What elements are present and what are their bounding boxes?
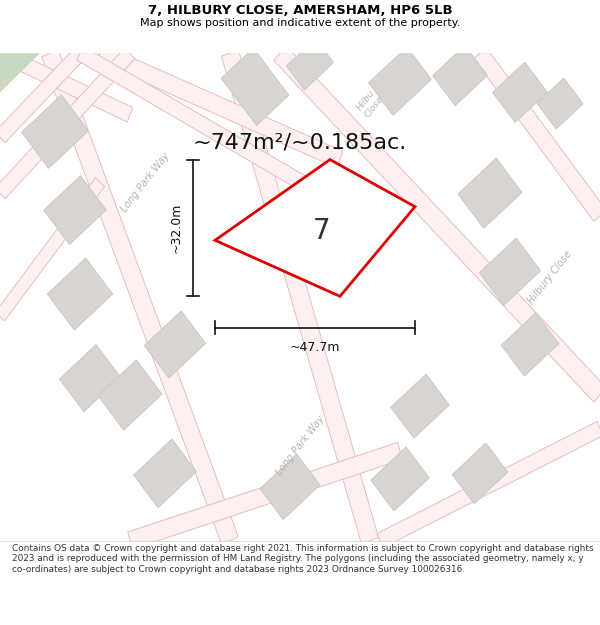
Text: ~47.7m: ~47.7m [290, 341, 340, 354]
Polygon shape [274, 46, 600, 403]
Polygon shape [0, 46, 133, 122]
Text: ~747m²/~0.185ac.: ~747m²/~0.185ac. [193, 132, 407, 152]
Text: ~32.0m: ~32.0m [170, 202, 183, 253]
Polygon shape [433, 46, 487, 106]
Polygon shape [0, 48, 135, 199]
Text: 7: 7 [313, 217, 331, 246]
Text: Long Park Way: Long Park Way [119, 151, 171, 214]
Polygon shape [145, 311, 206, 378]
Polygon shape [44, 176, 106, 244]
Polygon shape [221, 48, 289, 126]
Polygon shape [377, 421, 600, 548]
Polygon shape [59, 344, 121, 412]
Polygon shape [371, 447, 429, 511]
Polygon shape [134, 439, 196, 508]
Polygon shape [98, 360, 162, 430]
Text: 7, HILBURY CLOSE, AMERSHAM, HP6 5LB: 7, HILBURY CLOSE, AMERSHAM, HP6 5LB [148, 4, 452, 18]
Polygon shape [0, 53, 40, 92]
Polygon shape [128, 442, 402, 549]
Polygon shape [479, 238, 541, 305]
Polygon shape [221, 50, 379, 544]
Polygon shape [474, 48, 600, 221]
Polygon shape [77, 46, 323, 200]
Polygon shape [501, 313, 559, 376]
Polygon shape [22, 95, 88, 168]
Polygon shape [215, 159, 415, 296]
Polygon shape [41, 49, 238, 544]
Polygon shape [260, 454, 320, 519]
Text: Contains OS data © Crown copyright and database right 2021. This information is : Contains OS data © Crown copyright and d… [12, 544, 593, 574]
Polygon shape [452, 443, 508, 504]
Polygon shape [458, 158, 522, 228]
Polygon shape [47, 258, 113, 330]
Polygon shape [97, 45, 343, 168]
Polygon shape [391, 374, 449, 438]
Text: Hilbu
Close: Hilbu Close [355, 88, 385, 119]
Polygon shape [0, 48, 85, 143]
Polygon shape [537, 78, 583, 129]
Text: Map shows position and indicative extent of the property.: Map shows position and indicative extent… [140, 18, 460, 28]
Polygon shape [368, 47, 431, 116]
Text: Long Park Way: Long Park Way [274, 414, 326, 477]
Polygon shape [493, 62, 547, 122]
Polygon shape [286, 39, 334, 90]
Text: Hilbury Close: Hilbury Close [526, 249, 574, 306]
Polygon shape [0, 177, 104, 321]
